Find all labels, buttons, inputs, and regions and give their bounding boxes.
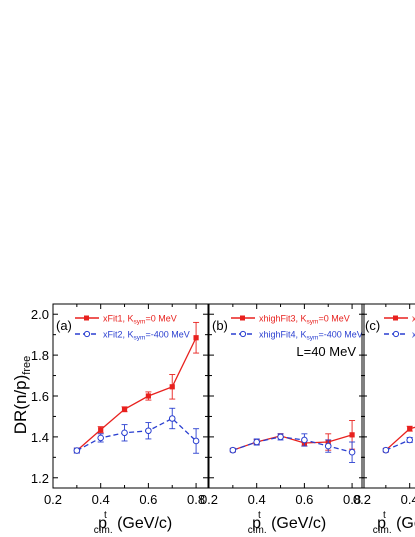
x-axis-title-main: p (377, 515, 386, 532)
data-point-circle (301, 436, 308, 444)
data-point-circle (145, 427, 152, 435)
legend-label-main: xhighFit4, K (259, 330, 307, 340)
panel-3: 0.2 0.4 (c) xl xl (353, 303, 415, 507)
panel-label: (c) (365, 318, 380, 333)
legend-label-main: xl (412, 314, 415, 324)
panel-1: 1.21.41.61.82.00.2 0.4 0.6 0.8(a) xFit1, Ksy… (31, 303, 209, 507)
data-point-square (193, 335, 199, 341)
data-point-circle (168, 415, 176, 422)
data-point-square (121, 406, 128, 412)
data-point-circle (229, 446, 237, 454)
x-axis-titles: ptc.m. (GeV/c)ptc.m. (GeV/c)ptc.m. (GeV/… (94, 510, 415, 536)
x-tick-label: 0.2 (44, 492, 62, 507)
x-tick-label: 0.4 (92, 492, 110, 507)
legend-label: xFit1, Ksym=0 MeV (103, 314, 177, 326)
y-tick-label: 1.6 (31, 389, 49, 404)
x-axis-title-unit: (GeV/c) (392, 515, 415, 532)
legend-marker-circle (392, 330, 400, 338)
legend-label-main: xhighFit3, K (259, 314, 307, 324)
legend-label-tail: =-400 MeV (145, 330, 189, 340)
x-axis-title-unit: (GeV/c) (113, 515, 173, 532)
x-axis-title-sup: t (258, 510, 261, 521)
legend-label-sub: sym (307, 335, 319, 342)
data-point-circle (192, 437, 200, 445)
data-point-circle (277, 433, 284, 441)
y-axis-title: DR(n/p)free (11, 356, 33, 434)
y-tick-label: 1.4 (31, 430, 49, 445)
legend-label-main: xFit1, K (103, 314, 134, 324)
legend-marker-circle (83, 330, 91, 338)
legend-label-sub: sym (134, 319, 146, 326)
x-axis-title-main: p (98, 515, 107, 532)
data-point-circle (73, 447, 81, 454)
data-point-circle (382, 446, 390, 454)
y-tick-label: 1.2 (31, 471, 49, 486)
data-point-square (349, 432, 355, 438)
x-axis-title-main: p (252, 515, 261, 532)
legend-marker-square (84, 315, 89, 321)
data-point-circle (324, 442, 332, 450)
x-axis-title-unit: (GeV/c) (267, 515, 327, 532)
series-line (232, 434, 353, 451)
x-axis-title-sub: c.m. (248, 525, 267, 536)
x-axis-title-sup: t (383, 510, 386, 521)
legend-label-main: xl (412, 330, 415, 340)
x-axis-title: pt c.m. (GeV/c) (248, 510, 326, 536)
legend-label: xl (412, 330, 415, 340)
series-line (76, 417, 197, 452)
legend-marker-square (240, 315, 245, 321)
x-tick-label: 0.6 (295, 492, 313, 507)
x-axis-title-sup: t (104, 510, 107, 521)
data-point-circle (348, 448, 356, 456)
y-axis-title-main: DR(n/p) (11, 375, 30, 435)
x-tick-label: 0.4 (248, 492, 266, 507)
x-tick-label: 0.8 (343, 492, 361, 507)
legend-label-sub: sym (134, 335, 146, 342)
data-point-circle (97, 434, 104, 442)
series-line (76, 337, 197, 452)
x-axis-title-sub: c.m. (94, 525, 113, 536)
data-point-square (169, 384, 175, 390)
data-point-square (145, 393, 151, 399)
legend-label-tail: =0 MeV (145, 314, 176, 324)
legend-label-tail: =0 MeV (318, 314, 349, 324)
data-point-circle (121, 429, 128, 437)
legend-label: xl (412, 314, 415, 324)
legend-label: xhighFit3, Ksym=0 MeV (259, 314, 350, 326)
legend-label: xFit2, Ksym=-400 MeV (103, 330, 190, 342)
x-axis-title: pt c.m. (GeV/c) (94, 510, 172, 536)
legend-label-main: xFit2, K (103, 330, 134, 340)
data-point-circle (406, 436, 413, 444)
x-tick-label: 0.4 (401, 492, 415, 507)
data-point-square (407, 426, 413, 432)
legend-marker-square (393, 315, 398, 321)
x-tick-label: 0.2 (353, 492, 371, 507)
panel-label: (b) (212, 318, 228, 333)
data-point-square (98, 427, 104, 433)
x-tick-label: 0.2 (200, 492, 218, 507)
panel-annotation: L=40 MeV (296, 344, 356, 359)
panels: 1.21.41.61.82.00.2 0.4 0.6 0.8(a) xFit1, Ksy… (31, 303, 415, 507)
x-axis-title: pt c.m. (GeV/c) (373, 510, 415, 536)
y-tick-label: 2.0 (31, 307, 49, 322)
legend-label-sub: sym (307, 319, 319, 326)
data-point-circle (253, 438, 260, 446)
panel-plot-area: (c) xl xl (365, 314, 415, 454)
legend-label: xhighFit4, Ksym=-400 MeV (259, 330, 363, 342)
legend-label-tail: =-400 MeV (318, 330, 362, 340)
legend-marker-circle (239, 330, 247, 338)
x-axis-title-sub: c.m. (373, 525, 392, 536)
panel-label: (a) (56, 318, 72, 333)
y-tick-label: 1.8 (31, 348, 49, 363)
x-tick-label: 0.6 (139, 492, 157, 507)
x-tick-label: 0.8 (187, 492, 205, 507)
y-axis-title-sub: free (21, 356, 33, 375)
